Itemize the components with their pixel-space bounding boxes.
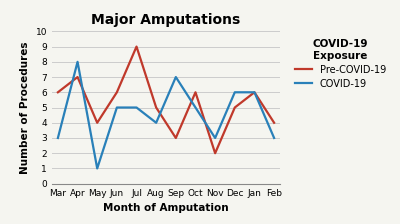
- Pre-COVID-19: [134, 45, 139, 48]
- Legend: Pre-COVID-19, COVID-19: Pre-COVID-19, COVID-19: [292, 36, 389, 91]
- COVID-19: [95, 167, 100, 170]
- COVID-19: [75, 60, 80, 63]
- Line: Pre-COVID-19: Pre-COVID-19: [58, 47, 274, 153]
- Pre-COVID-19: [272, 121, 276, 124]
- Pre-COVID-19: [213, 152, 218, 155]
- Line: COVID-19: COVID-19: [58, 62, 274, 168]
- Title: Major Amputations: Major Amputations: [91, 13, 241, 27]
- COVID-19: [252, 91, 257, 94]
- COVID-19: [154, 121, 158, 124]
- Y-axis label: Number of Procedures: Number of Procedures: [20, 41, 30, 174]
- Pre-COVID-19: [252, 91, 257, 94]
- Pre-COVID-19: [174, 137, 178, 139]
- Pre-COVID-19: [95, 121, 100, 124]
- COVID-19: [232, 91, 237, 94]
- Pre-COVID-19: [114, 91, 119, 94]
- Pre-COVID-19: [75, 76, 80, 78]
- COVID-19: [213, 137, 218, 139]
- Pre-COVID-19: [56, 91, 60, 94]
- Pre-COVID-19: [193, 91, 198, 94]
- COVID-19: [174, 76, 178, 78]
- COVID-19: [134, 106, 139, 109]
- COVID-19: [272, 137, 276, 139]
- Pre-COVID-19: [232, 106, 237, 109]
- X-axis label: Month of Amputation: Month of Amputation: [103, 203, 229, 213]
- Pre-COVID-19: [154, 106, 158, 109]
- COVID-19: [114, 106, 119, 109]
- COVID-19: [193, 106, 198, 109]
- COVID-19: [56, 137, 60, 139]
